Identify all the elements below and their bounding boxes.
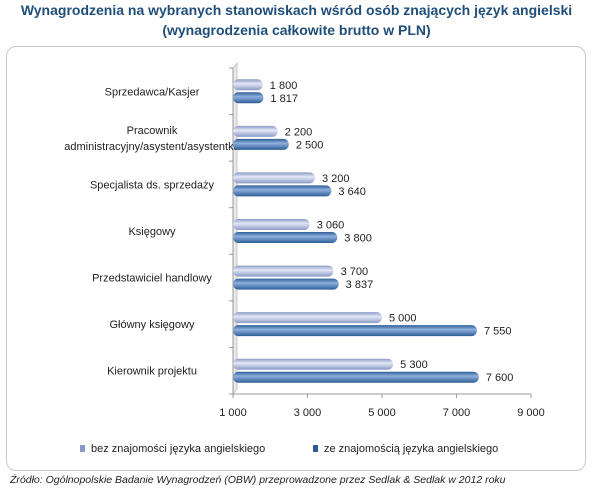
x-tick-label: 7 000: [443, 407, 471, 419]
category-label: Kierownik projektu: [107, 366, 197, 378]
data-label: 3 060: [317, 220, 345, 232]
legend-label: ze znajomością języka angielskiego: [324, 443, 498, 455]
bar-series1: [233, 265, 334, 277]
data-label: 7 550: [484, 326, 512, 338]
data-label: 3 837: [346, 279, 374, 291]
category-label: administracyjny/asystent/asystentka: [64, 141, 240, 153]
category-label: Pracownik: [127, 125, 178, 137]
bar-series1: [233, 79, 263, 91]
category-label: Przedstawiciel handlowy: [92, 273, 212, 285]
data-label: 5 000: [389, 313, 417, 325]
bar-series2: [233, 185, 332, 197]
x-tick-label: 1 000: [219, 407, 247, 419]
data-label: 7 600: [486, 372, 514, 384]
category-label: Główny księgowy: [110, 319, 195, 331]
bar-series1: [233, 358, 394, 370]
chart-title-line1: Wynagrodzenia na wybranych stanowiskach …: [20, 2, 573, 18]
data-label: 3 200: [322, 173, 350, 185]
legend-label: bez znajomości języka angielskiego: [91, 443, 265, 455]
category-label: Specjalista ds. sprzedaży: [90, 179, 215, 191]
legend-marker: [313, 445, 318, 452]
data-label: 2 500: [296, 139, 324, 151]
data-label: 2 200: [285, 126, 313, 138]
category-label: Księgowy: [128, 226, 176, 238]
x-tick-label: 9 000: [517, 407, 545, 419]
source-note: Źródło: Ogólnopolskie Badanie Wynagrodze…: [10, 474, 506, 486]
data-label: 1 817: [270, 93, 298, 105]
bar-series2: [233, 371, 479, 383]
category-label: Sprzedawca/Kasjer: [105, 86, 200, 98]
bar-series1: [233, 172, 315, 184]
data-label: 1 800: [270, 80, 298, 92]
chart-panel: [6, 46, 586, 471]
bar-series2: [233, 278, 339, 290]
bar-series2: [233, 232, 338, 243]
bar-series2: [233, 138, 289, 150]
bar-series2: [233, 92, 264, 104]
bar-series2: [233, 325, 477, 337]
data-label: 5 300: [400, 359, 428, 371]
data-label: 3 700: [341, 266, 369, 278]
data-label: 3 800: [344, 233, 372, 245]
x-tick-label: 5 000: [368, 407, 396, 419]
x-tick-label: 3 000: [294, 407, 322, 419]
chart-title: Wynagrodzenia na wybranych stanowiskach …: [0, 0, 593, 40]
data-label: 3 640: [338, 186, 366, 198]
chart-title-line2: (wynagrodzenia całkowite brutto w PLN): [162, 22, 431, 38]
bar-series1: [233, 219, 310, 230]
legend-marker: [80, 445, 85, 452]
bar-series1: [233, 312, 382, 324]
bar-series1: [233, 125, 278, 137]
